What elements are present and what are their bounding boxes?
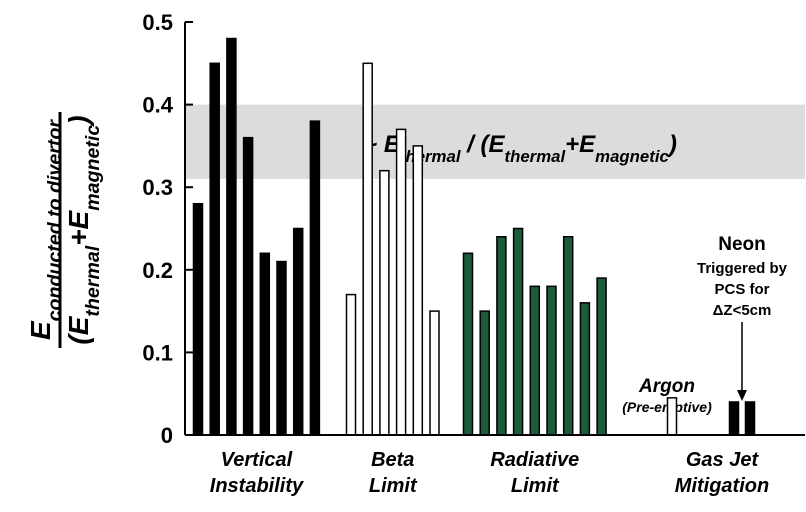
bar xyxy=(596,277,607,436)
label-part: thermal xyxy=(82,245,104,316)
band-label-part: ) xyxy=(666,131,677,158)
bar xyxy=(728,401,740,436)
bar xyxy=(462,252,474,436)
bar xyxy=(226,37,237,436)
y-tick-label: 0.2 xyxy=(142,258,173,283)
bar xyxy=(479,310,490,436)
bar xyxy=(579,302,591,436)
neon-label: Neon xyxy=(718,234,766,255)
reference-band xyxy=(185,104,805,179)
y-tick-label: 0.4 xyxy=(142,93,173,118)
neon-note: PCS for xyxy=(714,281,769,298)
x-category-label: Limit xyxy=(511,475,560,497)
bar xyxy=(429,310,440,436)
label-part: E xyxy=(25,320,56,340)
label-part: magnetic xyxy=(82,125,104,211)
y-tick-label: 0.5 xyxy=(142,10,173,35)
bar xyxy=(209,62,220,436)
x-category-label: Vertical xyxy=(221,449,293,471)
arrow-head xyxy=(737,390,747,401)
x-category-label: Beta xyxy=(371,449,414,471)
bar xyxy=(529,285,541,436)
bar xyxy=(395,128,407,436)
bar xyxy=(379,169,390,436)
band-label-part: +E xyxy=(565,131,596,158)
y-tick-label: 0 xyxy=(161,423,173,448)
bar xyxy=(242,136,254,436)
neon-note: Triggered by xyxy=(697,260,788,277)
bar xyxy=(309,120,321,436)
bar xyxy=(412,145,424,436)
band-label-part: thermal xyxy=(400,147,461,166)
bar xyxy=(562,236,574,436)
bar xyxy=(292,227,304,436)
y-tick-label: 0.3 xyxy=(142,175,173,200)
bar xyxy=(362,62,373,436)
x-category-label: Mitigation xyxy=(675,475,769,497)
label-part: (E xyxy=(63,315,94,344)
bar xyxy=(259,252,271,436)
argon-label: Argon xyxy=(638,376,695,397)
band-label-part: / (E xyxy=(460,131,505,158)
x-category-label: Limit xyxy=(369,475,418,497)
y-axis-label-part: (Ethermal+Emagnetic) xyxy=(63,115,104,344)
x-category-label: Gas Jet xyxy=(686,449,760,471)
bar xyxy=(744,401,756,436)
bar xyxy=(496,236,507,436)
bar xyxy=(276,260,287,436)
bar xyxy=(345,293,357,436)
neon-note: ΔZ<5cm xyxy=(713,302,772,319)
label-part: +E xyxy=(63,209,94,245)
bar xyxy=(192,202,204,436)
y-axis-label: Econducted to divertor(Ethermal+Emagneti… xyxy=(25,112,104,348)
y-tick-label: 0.1 xyxy=(142,340,173,365)
bar xyxy=(666,397,678,436)
band-label-part: magnetic xyxy=(595,147,669,166)
bar xyxy=(546,285,557,436)
label-part: ) xyxy=(63,115,94,127)
band-label-part: thermal xyxy=(505,147,566,166)
bar xyxy=(512,227,524,436)
x-category-label: Radiative xyxy=(490,449,579,471)
x-category-label: Instability xyxy=(210,475,304,497)
